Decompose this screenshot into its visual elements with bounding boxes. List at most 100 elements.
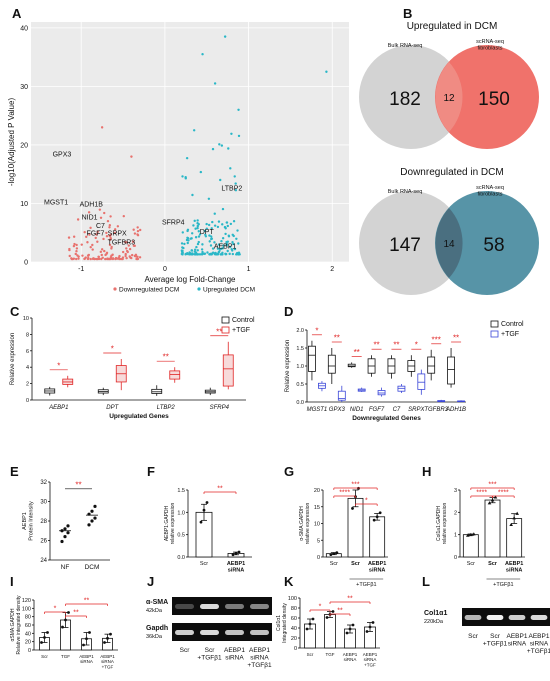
box	[347, 363, 356, 368]
box	[447, 356, 455, 385]
down-point	[87, 211, 91, 214]
bar	[369, 516, 386, 558]
category-label: NF	[61, 564, 70, 571]
box	[151, 388, 163, 394]
up-point	[189, 237, 192, 240]
down-point	[109, 215, 112, 218]
panel-letter-E: E	[10, 464, 19, 479]
up-point	[232, 242, 235, 246]
blot-protein-label: Gapdh	[146, 625, 168, 632]
sig-label: **	[75, 480, 81, 489]
up-point	[233, 247, 237, 251]
y-tick-label: 8	[26, 332, 29, 338]
y-tick-label: 40	[20, 25, 28, 32]
y-tick-label: 0	[26, 398, 29, 404]
up-point	[206, 251, 209, 254]
category-label: AEBP1 siRNA	[79, 654, 94, 664]
down-point	[77, 255, 80, 258]
y-tick-label: 10	[20, 201, 28, 208]
up-point	[180, 242, 184, 245]
y-axis-label: -log10(Adjusted P Value)	[7, 98, 16, 187]
blot-lane-label: Scr +TGFβ1	[197, 647, 222, 661]
outlier-point	[213, 82, 217, 85]
data-point	[308, 622, 312, 626]
data-point	[103, 641, 106, 644]
down-point	[127, 244, 131, 247]
up-point	[194, 227, 197, 230]
legend-label-up: Upregulated DCM	[203, 287, 255, 294]
venn-set-right: scRNA-seq fibroblasts	[476, 39, 504, 51]
data-point	[512, 516, 516, 520]
data-point	[109, 632, 112, 636]
blot-protein-label: α-SMA	[146, 599, 168, 606]
blot-band	[175, 630, 194, 635]
data-point	[93, 516, 97, 520]
up-point	[228, 245, 232, 249]
up-point	[194, 236, 198, 239]
sig-label: **	[393, 341, 399, 350]
sig-label: ***	[488, 482, 496, 489]
blot-strip	[172, 597, 272, 615]
data-point	[515, 511, 519, 515]
down-point	[99, 216, 103, 219]
venn-count-left: 182	[389, 89, 421, 110]
down-point	[68, 247, 71, 251]
up-point	[221, 237, 225, 240]
down-point	[96, 230, 99, 234]
up-point	[234, 189, 238, 192]
up-point	[185, 238, 189, 242]
category-label: Scr	[330, 561, 338, 567]
sig-label: **	[453, 334, 459, 343]
y-tick-label: 1	[454, 533, 457, 539]
blot-kda-label: 42kDa	[146, 608, 163, 614]
down-point	[91, 248, 94, 251]
data-point	[509, 522, 513, 527]
category-label: AEBP1 siRNA	[368, 561, 386, 573]
blot-protein-label: Col1α1	[424, 610, 447, 617]
up-point	[196, 224, 199, 228]
y-tick-label: 0.5	[177, 533, 185, 539]
sig-label: *	[365, 498, 368, 505]
up-point	[196, 249, 199, 252]
down-point	[95, 233, 98, 236]
blot-lane-label: Scr +TGFβ1	[483, 633, 508, 647]
blot-band	[464, 615, 482, 620]
category-label: SFRP4	[210, 405, 230, 411]
sig-label: *	[54, 606, 57, 613]
sig-label: **	[373, 341, 379, 350]
up-point	[221, 207, 225, 211]
category-label: LTBP2	[157, 405, 176, 411]
up-point	[219, 178, 222, 182]
down-point	[97, 257, 101, 261]
up-point	[236, 229, 239, 232]
category-label: ADH1B	[445, 407, 466, 413]
up-point	[204, 233, 207, 236]
data-point	[90, 519, 94, 523]
sig-label: **	[217, 486, 223, 493]
x-tick-label: 2	[330, 266, 334, 273]
blot-lane-label: Scr	[180, 647, 191, 654]
legend-marker-down	[113, 287, 117, 291]
sig-label: *	[415, 341, 418, 350]
down-point	[139, 228, 142, 232]
up-point	[196, 242, 200, 246]
up-point	[186, 241, 189, 245]
up-point	[231, 241, 234, 244]
up-point	[195, 253, 198, 256]
outlier-point	[130, 155, 133, 158]
up-point	[213, 241, 216, 244]
down-point	[67, 236, 71, 239]
down-point	[108, 226, 111, 229]
down-point	[100, 253, 103, 257]
up-point	[213, 224, 217, 227]
y-tick-label: 0	[317, 555, 320, 561]
venn-overlap	[435, 208, 463, 278]
down-point	[108, 235, 112, 238]
outlier-point	[192, 129, 196, 132]
down-point	[110, 254, 113, 257]
down-point	[113, 228, 117, 231]
box	[427, 356, 436, 374]
blot-lane-label: AEBP1 siRNA +TGFβ1	[527, 633, 550, 655]
down-point	[122, 214, 125, 218]
